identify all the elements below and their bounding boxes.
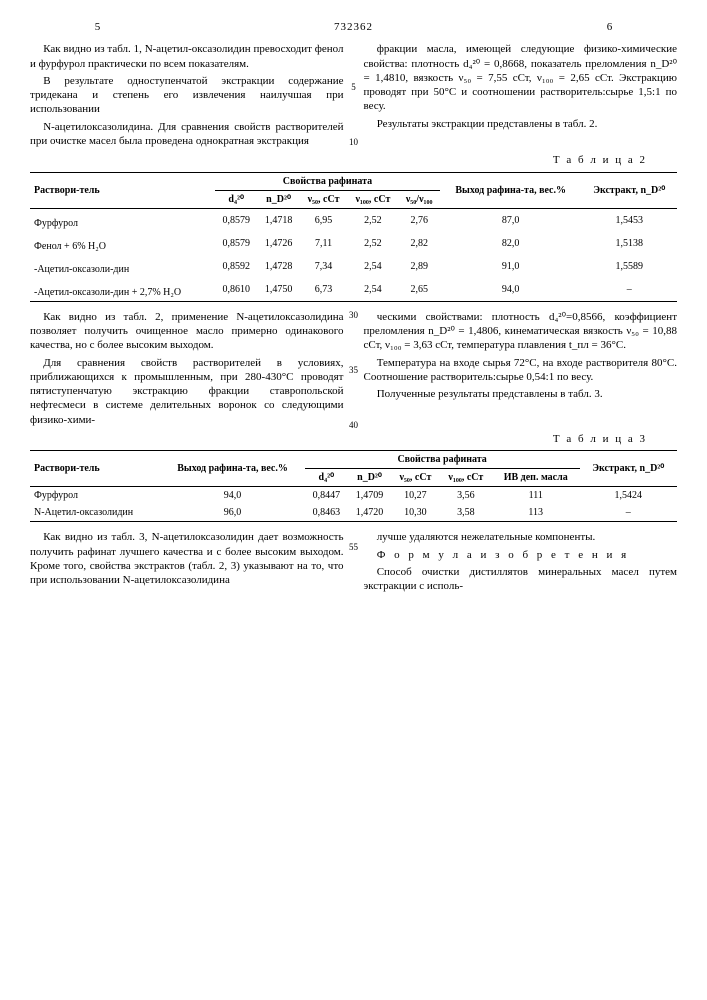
paragraph: ческими свойствами: плотность d₄²⁰=0,856… [364,310,678,353]
left-column-1: Как видно из табл. 1, N-ацетил-оксазолид… [30,42,344,151]
th-iv: ИВ деп. масла [492,469,580,487]
right-column-2: ческими свойствами: плотность d₄²⁰=0,856… [364,310,678,430]
th-raffinate: Свойства рафината [215,172,440,190]
table-3-title: Т а б л и ц а 3 [30,432,647,446]
th-solvent: Раствори-тель [30,451,160,487]
th-d: d₄²⁰ [215,190,257,208]
line-number: 55 [349,542,358,554]
line-number: 40 [349,420,358,432]
table-2-title: Т а б л и ц а 2 [30,153,647,167]
th-yield: Выход рафина-та, вес.% [440,172,582,208]
th-v50: ν₅₀, сСт [391,469,440,487]
line-number: 35 [349,365,358,377]
paragraph: N-ацетилоксазолидина. Для сравнения свой… [30,120,344,149]
line-number: 30 [349,310,358,322]
right-column-3: лучше удаляются нежелательные компоненты… [364,530,678,596]
line-number: 5 [351,82,356,94]
th-d: d₄²⁰ [305,469,348,487]
table-row: Фурфурол0,85791,47186,952,522,7687,01,54… [30,208,677,232]
text-block-1: Как видно из табл. 1, N-ацетил-оксазолид… [30,42,677,151]
table-2: Раствори-тель Свойства рафината Выход ра… [30,172,677,302]
page-left: 5 [95,20,101,34]
text-block-2: Как видно из табл. 2, применение N-ацети… [30,310,677,430]
paragraph: Как видно из табл. 2, применение N-ацети… [30,310,344,353]
line-number: 10 [349,137,358,149]
left-column-2: Как видно из табл. 2, применение N-ацети… [30,310,344,430]
table-row: -Ацетил-оксазоли-дин0,85921,47287,342,54… [30,255,677,278]
th-extract: Экстракт, n_D²⁰ [581,172,677,208]
th-raffinate: Свойства рафината [305,451,580,469]
th-v50: ν₅₀, сСт [300,190,348,208]
left-column-3: Как видно из табл. 3, N-ацетилоксазолиди… [30,530,344,596]
table-row: Фенол + 6% H₂O0,85791,47267,112,522,8282… [30,232,677,255]
paragraph: Полученные результаты представлены в таб… [364,387,678,401]
table-row: -Ацетил-оксазоли-дин + 2,7% H₂O0,86101,4… [30,278,677,302]
paragraph: Результаты экстракции представлены в таб… [364,117,678,131]
th-extract: Экстракт, n_D²⁰ [580,451,677,487]
page-header: 5 732362 6 [95,20,613,34]
table-row: N-Ацетил-оксазолидин96,00,84631,472010,3… [30,504,677,522]
paragraph: Способ очистки дистиллятов минеральных м… [364,565,678,594]
text-block-3: Как видно из табл. 3, N-ацетилоксазолиди… [30,530,677,596]
paragraph: В результате одноступенчатой экстракции … [30,74,344,117]
right-column-1: фракции масла, имеющей следующие физико-… [364,42,678,151]
th-yield: Выход рафина-та, вес.% [160,451,304,487]
table-3: Раствори-тель Выход рафина-та, вес.% Сво… [30,450,677,522]
page-right: 6 [607,20,613,34]
formula-heading: Ф о р м у л а и з о б р е т е н и я [364,548,678,562]
table-row: Фурфурол94,00,84471,470910,273,561111,54… [30,487,677,505]
paragraph: лучше удаляются нежелательные компоненты… [364,530,678,544]
th-n: n_D²⁰ [348,469,391,487]
th-solvent: Раствори-тель [30,172,215,208]
paragraph: фракции масла, имеющей следующие физико-… [364,42,678,113]
th-n: n_D²⁰ [257,190,299,208]
th-v100: ν₁₀₀, сСт [440,469,492,487]
paragraph: Для сравнения свойств растворителей в ус… [30,356,344,427]
paragraph: Температура на входе сырья 72°С, на вход… [364,356,678,385]
th-ratio: ν₅₀/ν₁₀₀ [399,190,440,208]
th-v100: ν₁₀₀, сСт [347,190,398,208]
paragraph: Как видно из табл. 1, N-ацетил-оксазолид… [30,42,344,71]
patent-number: 732362 [334,20,373,34]
paragraph: Как видно из табл. 3, N-ацетилоксазолиди… [30,530,344,587]
